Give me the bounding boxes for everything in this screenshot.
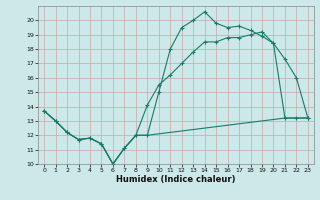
X-axis label: Humidex (Indice chaleur): Humidex (Indice chaleur) [116, 175, 236, 184]
